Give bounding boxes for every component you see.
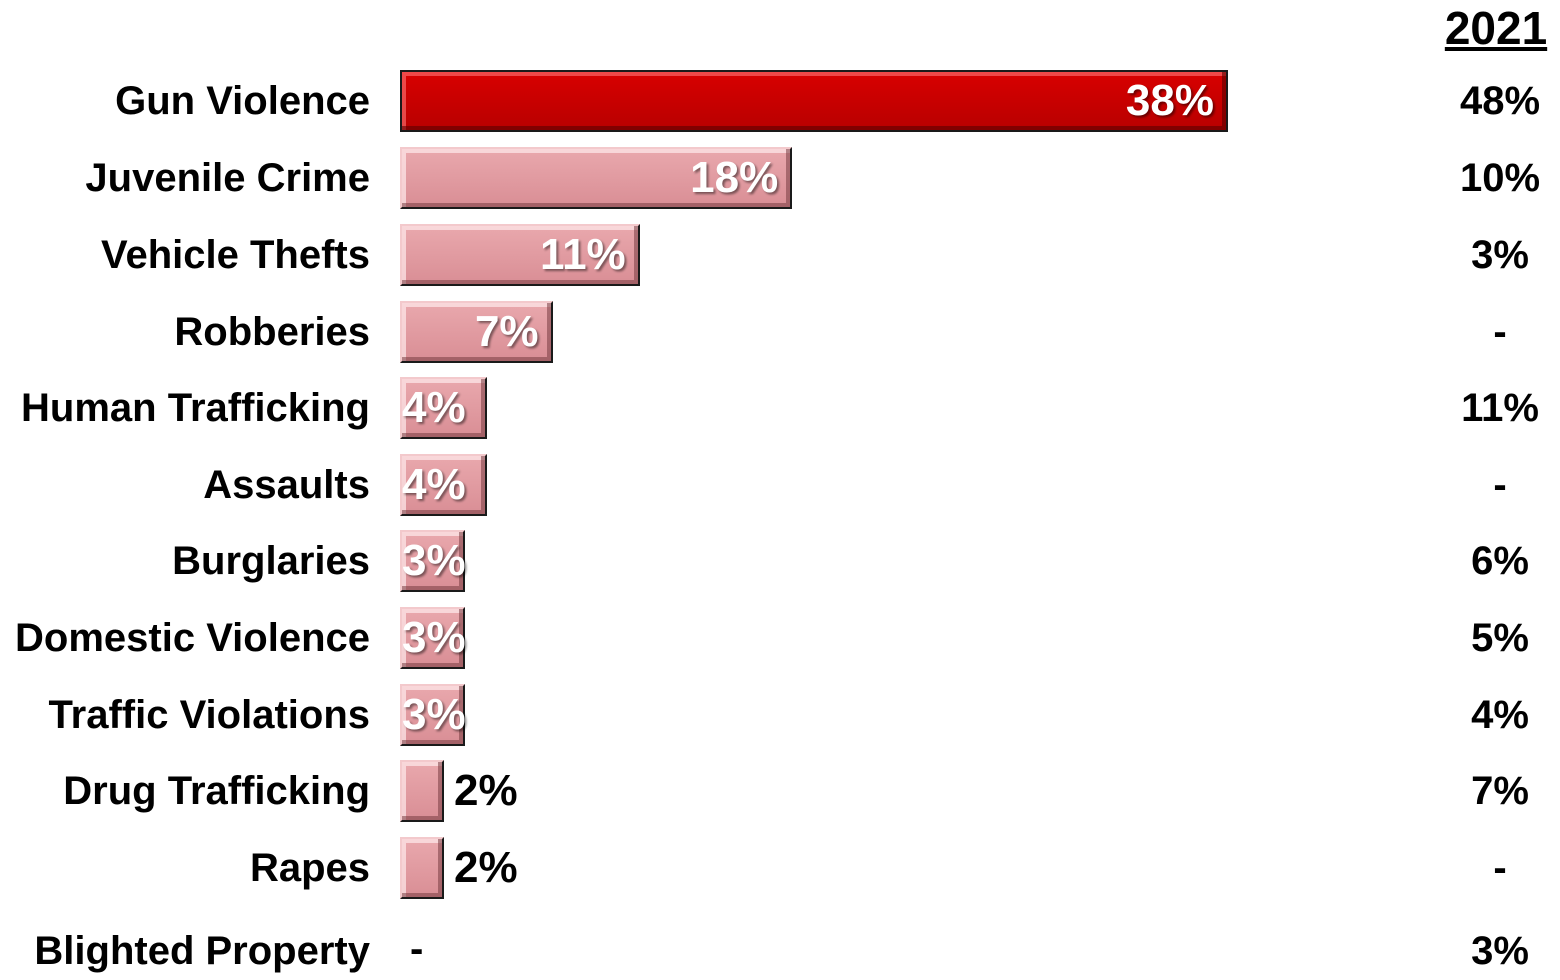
- value-label: 7%: [474, 307, 539, 356]
- category-label: Rapes: [249, 846, 370, 890]
- category-label: Juvenile Crime: [85, 156, 370, 200]
- prior-year-value: 48%: [1459, 79, 1541, 123]
- value-label: 4%: [402, 383, 466, 432]
- bar: [400, 224, 640, 286]
- prior-year-value: 5%: [1471, 616, 1529, 660]
- prior-year-value: 11%: [1461, 386, 1539, 430]
- value-label: -: [410, 927, 424, 971]
- category-label: Burglaries: [172, 539, 370, 583]
- category-label: Assaults: [203, 463, 370, 507]
- prior-year-value: 7%: [1471, 769, 1529, 813]
- bar: [400, 454, 488, 516]
- value-label: 3%: [402, 536, 466, 585]
- value-label: 2%: [454, 766, 518, 815]
- category-label: Human Trafficking: [21, 386, 370, 430]
- bar: [400, 530, 466, 592]
- bar: [400, 607, 466, 669]
- bar: [400, 684, 466, 746]
- prior-year-header: 2021: [1444, 2, 1548, 54]
- prior-year-value: 3%: [1471, 233, 1529, 277]
- value-label: 11%: [540, 230, 626, 279]
- value-label: 2%: [454, 843, 518, 892]
- prior-year-value: -: [1493, 310, 1507, 354]
- bar: [400, 70, 1228, 132]
- category-label: Domestic Violence: [15, 616, 370, 660]
- category-label: Vehicle Thefts: [101, 233, 370, 277]
- bar: [400, 760, 444, 822]
- category-label: Robberies: [174, 310, 370, 354]
- prior-year-value: 3%: [1471, 929, 1529, 973]
- category-label: Blighted Property: [34, 929, 370, 973]
- prior-year-value: 4%: [1471, 693, 1529, 737]
- bar: [400, 377, 488, 439]
- value-label: 38%: [1125, 76, 1214, 125]
- prior-year-value: 6%: [1471, 539, 1529, 583]
- bar: [400, 837, 444, 899]
- category-label: Traffic Violations: [48, 693, 370, 737]
- value-label: 3%: [402, 613, 466, 662]
- prior-year-value: 10%: [1459, 156, 1541, 200]
- value-label: 3%: [402, 690, 466, 739]
- prior-year-value: -: [1493, 846, 1507, 890]
- prior-year-value: -: [1493, 463, 1507, 507]
- bar: [400, 301, 553, 363]
- value-label: 4%: [402, 460, 466, 509]
- category-label: Drug Trafficking: [63, 769, 370, 813]
- bar: [400, 147, 793, 209]
- value-label: 18%: [690, 153, 779, 202]
- category-label: Gun Violence: [115, 79, 370, 123]
